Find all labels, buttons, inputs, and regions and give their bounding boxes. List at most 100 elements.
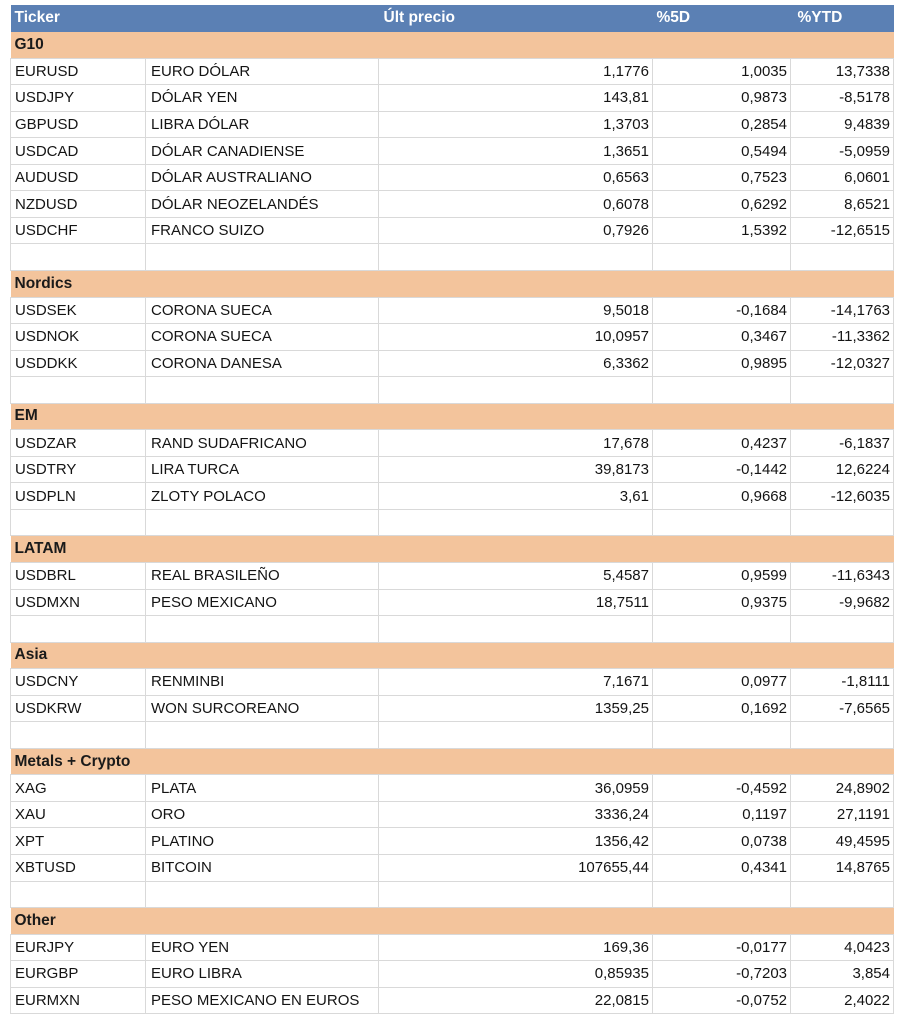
name-cell: PLATA: [145, 774, 379, 802]
empty-cell: [10, 243, 146, 271]
ticker-cell: USDSEK: [10, 296, 146, 325]
name-cell: CORONA SUECA: [145, 323, 379, 351]
pct-ytd-cell: -12,0327: [790, 349, 894, 378]
empty-cell: [790, 721, 894, 749]
table-row: GBPUSD LIBRA DÓLAR 1,3703 0,2854 9,4839: [10, 110, 894, 139]
name-cell: REAL BRASILEÑO: [145, 561, 379, 590]
pct-ytd-cell: 24,8902: [790, 774, 894, 802]
ticker-cell: XBTUSD: [10, 854, 146, 882]
price-cell: 36,0959: [378, 774, 653, 802]
spacer-row: [10, 508, 894, 537]
name-cell: PESO MEXICANO: [145, 588, 379, 617]
pct-5d-cell: -0,0752: [652, 986, 791, 1015]
ticker-cell: USDCHF: [10, 216, 146, 245]
pct-ytd-cell: -12,6515: [790, 216, 894, 245]
pct-5d-cell: 0,9895: [652, 349, 791, 378]
fx-table-body: G10 EURUSD EURO DÓLAR 1,1776 1,0035 13,7338 US…: [10, 31, 894, 1015]
column-header-ticker: Ticker: [10, 5, 146, 32]
empty-cell: [652, 508, 791, 537]
table-row: USDZAR RAND SUDAFRICANO 17,678 0,4237 -6,183…: [10, 429, 894, 457]
pct-ytd-cell: -11,3362: [790, 323, 894, 351]
section-label: G10: [10, 31, 894, 59]
column-header-name: [145, 5, 379, 32]
empty-cell: [652, 243, 791, 271]
table-row: EURMXN PESO MEXICANO EN EUROS 22,0815 -0,07…: [10, 986, 894, 1015]
ticker-cell: GBPUSD: [10, 110, 146, 139]
price-cell: 7,1671: [378, 668, 653, 696]
empty-cell: [378, 880, 653, 909]
pct-ytd-cell: 4,0423: [790, 933, 894, 962]
pct-ytd-cell: -1,8111: [790, 668, 894, 696]
name-cell: CORONA SUECA: [145, 296, 379, 325]
price-cell: 3,61: [378, 482, 653, 510]
table-row: USDBRL REAL BRASILEÑO 5,4587 0,9599 -11,6343: [10, 561, 894, 590]
ticker-cell: USDZAR: [10, 429, 146, 457]
section-label: Other: [10, 907, 894, 935]
ticker-cell: USDDKK: [10, 349, 146, 378]
pct-ytd-cell: -12,6035: [790, 482, 894, 510]
section-row: G10: [10, 31, 894, 59]
price-cell: 143,81: [378, 84, 653, 112]
pct-5d-cell: 0,0977: [652, 668, 791, 696]
pct-ytd-cell: 3,854: [790, 960, 894, 988]
empty-cell: [652, 615, 791, 643]
pct-5d-cell: -0,7203: [652, 960, 791, 988]
pct-ytd-cell: 9,4839: [790, 110, 894, 139]
table-row: USDMXN PESO MEXICANO 18,7511 0,9375 -9,9682: [10, 588, 894, 617]
name-cell: ZLOTY POLACO: [145, 482, 379, 510]
name-cell: DÓLAR AUSTRALIANO: [145, 163, 379, 192]
price-cell: 6,3362: [378, 349, 653, 378]
ticker-cell: USDKRW: [10, 694, 146, 723]
ticker-cell: EURMXN: [10, 986, 146, 1015]
pct-ytd-cell: -6,1837: [790, 429, 894, 457]
ticker-cell: USDCNY: [10, 668, 146, 696]
pct-5d-cell: 0,5494: [652, 137, 791, 165]
pct-ytd-cell: 13,7338: [790, 57, 894, 86]
pct-5d-cell: -0,4592: [652, 774, 791, 802]
pct-5d-cell: -0,1442: [652, 455, 791, 484]
name-cell: LIRA TURCA: [145, 455, 379, 484]
spacer-row: [10, 243, 894, 271]
empty-cell: [10, 880, 146, 909]
price-cell: 22,0815: [378, 986, 653, 1015]
empty-cell: [790, 376, 894, 404]
column-header-last-price: Últ precio: [378, 5, 653, 32]
ticker-cell: USDPLN: [10, 482, 146, 510]
pct-5d-cell: 0,0738: [652, 827, 791, 855]
name-cell: LIBRA DÓLAR: [145, 110, 379, 139]
empty-cell: [378, 243, 653, 271]
name-cell: EURO YEN: [145, 933, 379, 962]
table-row: XPT PLATINO 1356,42 0,0738 49,4595: [10, 827, 894, 855]
table-row: USDDKK CORONA DANESA 6,3362 0,9895 -12,0327: [10, 349, 894, 378]
fx-price-sheet: Ticker Últ precio %5D %YTD G10 EURUSD EURO…: [10, 5, 894, 1015]
pct-5d-cell: 0,9668: [652, 482, 791, 510]
table-row: XBTUSD BITCOIN 107655,44 0,4341 14,8765: [10, 854, 894, 882]
name-cell: CORONA DANESA: [145, 349, 379, 378]
table-row: EURGBP EURO LIBRA 0,85935 -0,7203 3,854: [10, 960, 894, 988]
section-row: Asia: [10, 642, 894, 669]
header-row: Ticker Últ precio %5D %YTD: [10, 5, 894, 32]
pct-5d-cell: 0,9873: [652, 84, 791, 112]
empty-cell: [790, 880, 894, 909]
table-row: XAU ORO 3336,24 0,1197 27,1191: [10, 800, 894, 829]
price-cell: 0,85935: [378, 960, 653, 988]
name-cell: EURO LIBRA: [145, 960, 379, 988]
pct-5d-cell: 0,6292: [652, 190, 791, 218]
empty-cell: [10, 508, 146, 537]
pct-5d-cell: 0,9375: [652, 588, 791, 617]
name-cell: BITCOIN: [145, 854, 379, 882]
section-row: Nordics: [10, 270, 894, 298]
name-cell: PLATINO: [145, 827, 379, 855]
pct-ytd-cell: -7,6565: [790, 694, 894, 723]
empty-cell: [10, 376, 146, 404]
section-label: Nordics: [10, 270, 894, 298]
pct-5d-cell: 0,9599: [652, 561, 791, 590]
empty-cell: [378, 721, 653, 749]
section-label: LATAM: [10, 535, 894, 563]
table-row: USDCAD DÓLAR CANADIENSE 1,3651 0,5494 -5,095…: [10, 137, 894, 165]
price-cell: 18,7511: [378, 588, 653, 617]
price-cell: 1,1776: [378, 57, 653, 86]
empty-cell: [145, 243, 379, 271]
ticker-cell: USDJPY: [10, 84, 146, 112]
price-cell: 0,6563: [378, 163, 653, 192]
